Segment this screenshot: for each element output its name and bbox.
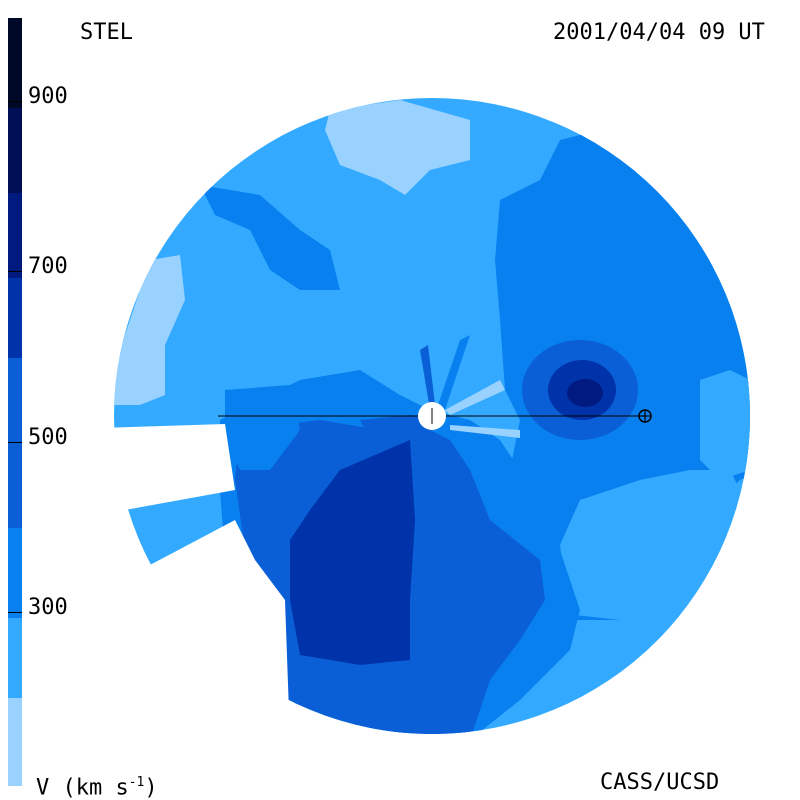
colorbar-level-4 [8,278,22,358]
colorbar-level-1 [8,18,22,108]
no-data-step-region [150,520,290,740]
colorbar-tick-700 [8,271,22,272]
unit-sup: -1 [128,775,145,790]
no-data-wedge [100,424,235,510]
observatory-label: STEL [80,20,133,45]
colorbar-tick-500 [8,442,22,443]
credit-label: CASS/UCSD [600,770,720,795]
timestamp-label: 2001/04/04 09 UT [553,20,765,45]
colorbar-tick-label-300: 300 [28,595,68,620]
earth-symbol [638,409,652,423]
colorbar-tick-300 [8,612,22,613]
field-patch-light-left [114,255,185,405]
field-blob-left [225,385,300,470]
colorbar-level-6 [8,528,22,618]
unit-prefix: V (km s [36,775,129,800]
colorbar-tick-900 [8,101,22,102]
field-ray-4 [450,425,520,438]
field-ray-1 [420,345,435,410]
colorbar-unit-label: V (km s-1) [36,772,158,799]
colorbar-level-7 [8,618,22,698]
field-patch-light-top [325,100,470,195]
colorbar-level-8 [8,698,22,786]
colorbar-level-5 [8,358,22,528]
unit-suffix: ) [144,775,158,800]
field-patch-light-far-right [700,370,750,480]
colorbar-tick-label-500: 500 [28,425,68,450]
colorbar-level-3 [8,193,22,278]
field-blob-deep-lower [290,440,415,665]
field-patch-light-right [560,470,740,620]
field-band-upper-left [200,185,340,290]
velocity-colorbar [8,18,22,786]
colorbar-tick-label-900: 900 [28,84,68,109]
colorbar-level-2 [8,108,22,193]
field-ray-2 [438,335,470,410]
field-ray-3 [445,380,505,415]
field-vortex-core [567,379,603,407]
colorbar-tick-label-700: 700 [28,254,68,279]
field-streak-sun [360,415,430,440]
